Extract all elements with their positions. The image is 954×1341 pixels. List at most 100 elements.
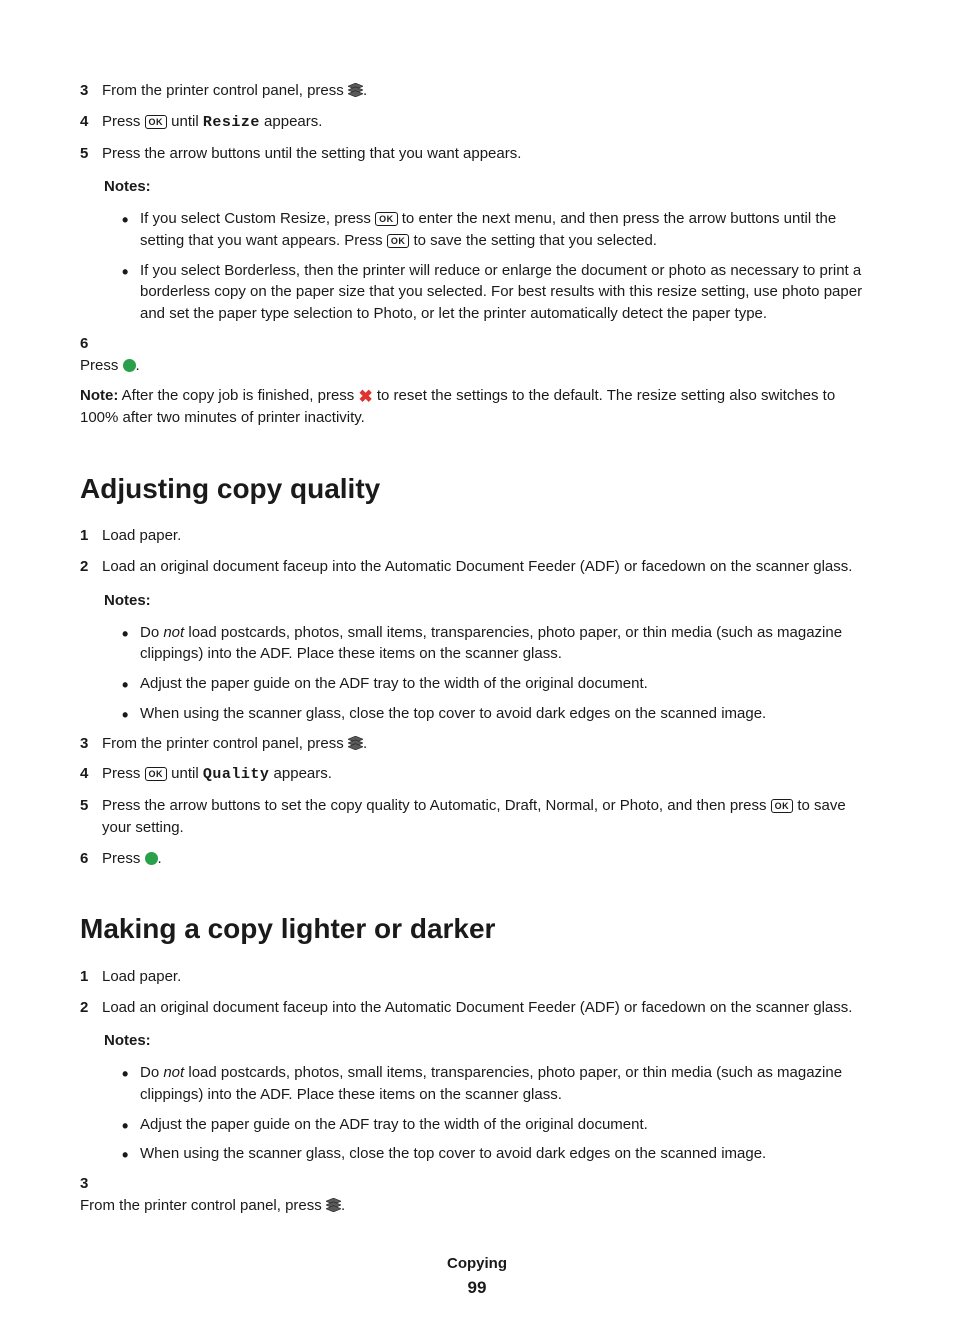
text-part: Do	[140, 624, 163, 641]
step-text: From the printer control panel, press .	[102, 80, 870, 102]
start-button-icon	[145, 852, 158, 865]
text-part: Press	[102, 113, 145, 130]
step-item: 6 Press .	[80, 333, 874, 377]
step-number: 6	[80, 333, 102, 355]
text-part: load postcards, photos, small items, tra…	[140, 624, 842, 663]
text-part: From the printer control panel, press	[102, 735, 348, 752]
text-part: .	[363, 82, 367, 99]
step-item: 2Load an original document faceup into t…	[80, 556, 874, 578]
start-button-icon	[123, 359, 136, 372]
note-item: If you select Borderless, then the print…	[122, 260, 874, 325]
text-part: Adjust the paper guide on the ADF tray t…	[140, 675, 648, 692]
step-text: Press OK until Resize appears.	[102, 111, 870, 134]
step-item: 1Load paper.	[80, 525, 874, 547]
copy-layers-icon	[326, 1198, 341, 1212]
step-item: 5Press the arrow buttons to set the copy…	[80, 795, 874, 839]
text-part: If you select Custom Resize, press	[140, 210, 375, 227]
text-part: Press the arrow buttons to set the copy …	[102, 797, 771, 814]
ok-button-icon: OK	[387, 234, 410, 248]
text-part: appears.	[269, 765, 332, 782]
text-before: Press	[80, 357, 123, 374]
footer-page-number: 99	[80, 1276, 874, 1301]
section-b-steps-1-2: 1Load paper. 2Load an original document f…	[80, 966, 874, 1019]
ok-button-icon: OK	[145, 115, 168, 129]
step-text: Load paper.	[102, 966, 870, 988]
step-item: 1Load paper.	[80, 966, 874, 988]
step-number: 2	[80, 997, 102, 1019]
note-item: If you select Custom Resize, press OK to…	[122, 208, 874, 252]
section-b-step3: 3 From the printer control panel, press …	[80, 1173, 874, 1217]
notes-heading: Notes:	[104, 590, 874, 612]
step-text: Load paper.	[102, 525, 870, 547]
step-text: Press the arrow buttons until the settin…	[102, 143, 870, 165]
page-footer: Copying 99	[80, 1253, 874, 1301]
text-part: .	[158, 850, 162, 867]
note-item: Adjust the paper guide on the ADF tray t…	[122, 1114, 874, 1136]
step-item: 3From the printer control panel, press .	[80, 80, 874, 102]
section-a-steps-1-2: 1Load paper.2Load an original document f…	[80, 525, 874, 578]
note-label: Note:	[80, 387, 118, 404]
step-text: Press .	[102, 848, 870, 870]
step-text: Load an original document faceup into th…	[102, 556, 870, 578]
ok-button-icon: OK	[771, 799, 794, 813]
step-number: 3	[80, 733, 102, 755]
mono-text: Resize	[203, 114, 260, 131]
section-a-notes-block: Notes: Do not load postcards, photos, sm…	[80, 590, 874, 725]
note-text-pre: After the copy job is finished, press	[118, 387, 358, 404]
text-before: From the printer control panel, press	[80, 1197, 326, 1214]
step-text: Press the arrow buttons to set the copy …	[102, 795, 870, 839]
note-item: Adjust the paper guide on the ADF tray t…	[122, 673, 874, 695]
text-part: From the printer control panel, press	[102, 82, 348, 99]
step-text: From the printer control panel, press .	[80, 1195, 848, 1217]
note-item: Do not load postcards, photos, small ite…	[122, 1062, 874, 1106]
step-number: 3	[80, 80, 102, 102]
text-part: .	[363, 735, 367, 752]
notes-heading: Notes:	[104, 176, 874, 198]
text-part: until	[167, 765, 203, 782]
text-part: Do	[140, 1064, 163, 1081]
footer-section-name: Copying	[80, 1253, 874, 1275]
text-part: When using the scanner glass, close the …	[140, 1145, 766, 1162]
step-item: 5Press the arrow buttons until the setti…	[80, 143, 874, 165]
ok-button-icon: OK	[145, 767, 168, 781]
step-number: 1	[80, 525, 102, 547]
step-text: Load an original document faceup into th…	[102, 997, 870, 1019]
section-b-notes-list: Do not load postcards, photos, small ite…	[104, 1062, 874, 1165]
step-text: Press OK until Quality appears.	[102, 763, 870, 786]
step-number: 5	[80, 795, 102, 817]
step-number: 4	[80, 763, 102, 785]
step-item: 2Load an original document faceup into t…	[80, 997, 874, 1019]
text-after: .	[341, 1197, 345, 1214]
copy-layers-icon	[348, 83, 363, 97]
text-part: When using the scanner glass, close the …	[140, 705, 766, 722]
top-notes-list: If you select Custom Resize, press OK to…	[104, 208, 874, 325]
section-b-notes-block: Notes: Do not load postcards, photos, sm…	[80, 1030, 874, 1165]
text-part: appears.	[260, 113, 323, 130]
step-text: Press .	[80, 355, 848, 377]
section-title-b: Making a copy lighter or darker	[80, 909, 874, 950]
top-step6-wrap: 6 Press .	[80, 333, 874, 377]
step-item: 4Press OK until Resize appears.	[80, 111, 874, 134]
note-item: Do not load postcards, photos, small ite…	[122, 622, 874, 666]
italic-text: not	[163, 624, 184, 641]
step-text: From the printer control panel, press .	[102, 733, 870, 755]
top-notes-block: Notes: If you select Custom Resize, pres…	[80, 176, 874, 325]
step-number: 4	[80, 111, 102, 133]
text-part: load postcards, photos, small items, tra…	[140, 1064, 842, 1103]
copy-layers-icon	[348, 736, 363, 750]
step-number: 6	[80, 848, 102, 870]
section-title-a: Adjusting copy quality	[80, 469, 874, 510]
ok-button-icon: OK	[375, 212, 398, 226]
text-part: Press	[102, 850, 145, 867]
step-number: 2	[80, 556, 102, 578]
top-note-paragraph: Note: After the copy job is finished, pr…	[80, 385, 874, 429]
top-step-list: 3From the printer control panel, press .…	[80, 80, 874, 164]
step-number: 3	[80, 1173, 102, 1195]
mono-text: Quality	[203, 766, 270, 783]
text-after: .	[136, 357, 140, 374]
note-item: When using the scanner glass, close the …	[122, 703, 874, 725]
step-item: 6Press .	[80, 848, 874, 870]
text-part: to save the setting that you selected.	[409, 232, 657, 249]
step-item: 3From the printer control panel, press .	[80, 733, 874, 755]
step-item: 4Press OK until Quality appears.	[80, 763, 874, 786]
